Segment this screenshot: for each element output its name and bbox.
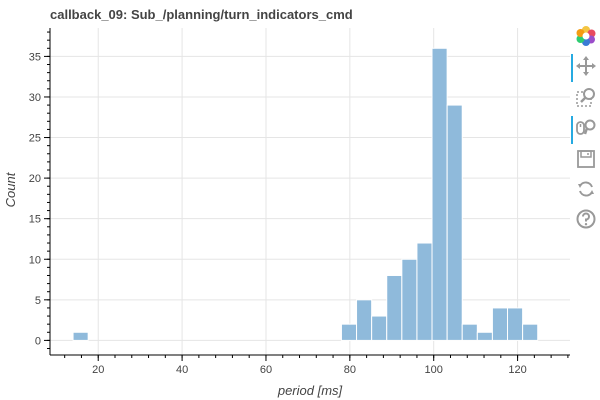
save-tool-button[interactable] [571, 145, 599, 173]
x-tick-label: 120 [508, 364, 526, 376]
histogram-bar [431, 47, 448, 341]
x-axis-label: period [ms] [277, 383, 343, 398]
histogram-bar [461, 323, 478, 341]
axes: 20 40 60 80 100 120 0 5 10 15 20 25 30 35 [29, 28, 570, 376]
y-tick-label: 35 [29, 51, 41, 63]
save-icon [577, 150, 595, 168]
histogram-bar [386, 274, 403, 341]
histogram-bar [507, 307, 524, 341]
help-icon [576, 209, 596, 229]
reset-icon [578, 181, 594, 197]
chart-toolbar [571, 22, 599, 242]
x-tick-label: 80 [344, 364, 356, 376]
y-tick-label: 25 [29, 133, 41, 145]
bokeh-logo-button[interactable] [571, 22, 599, 50]
y-axis-label: Count [3, 171, 18, 207]
reset-tool-button[interactable] [571, 175, 599, 203]
x-tick-label: 20 [92, 364, 104, 376]
pan-icon [576, 56, 596, 76]
histogram-bar [476, 331, 493, 341]
y-tick-label: 20 [29, 173, 41, 185]
x-tick-label: 100 [425, 364, 443, 376]
chart-title: callback_09: Sub_/planning/turn_indicato… [50, 7, 353, 22]
bokeh-logo-icon [576, 26, 596, 46]
grid-lines [50, 28, 570, 355]
y-tick-label: 5 [35, 295, 41, 307]
histogram-bar [522, 323, 539, 341]
x-tick-label: 40 [176, 364, 188, 376]
wheel-zoom-tool-button[interactable] [571, 114, 599, 144]
histogram-bar [491, 307, 509, 341]
histogram-bar [371, 315, 388, 341]
y-tick-label: 0 [35, 335, 41, 347]
histogram-bar [416, 242, 433, 341]
histogram-bars [72, 47, 539, 341]
y-tick-label: 10 [29, 254, 41, 266]
box-zoom-icon [576, 88, 595, 107]
histogram-bar [72, 331, 89, 341]
y-tick-label: 15 [29, 214, 41, 226]
box-zoom-tool-button[interactable] [571, 83, 599, 111]
pan-tool-button[interactable] [571, 52, 599, 82]
x-tick-label: 60 [260, 364, 272, 376]
wheel-zoom-icon [576, 119, 596, 135]
histogram-bar [340, 323, 358, 341]
y-tick-label: 30 [29, 92, 41, 104]
histogram-bar [356, 299, 373, 341]
histogram-bar [446, 104, 463, 341]
histogram-bar [401, 258, 418, 341]
help-tool-button[interactable] [571, 205, 599, 233]
